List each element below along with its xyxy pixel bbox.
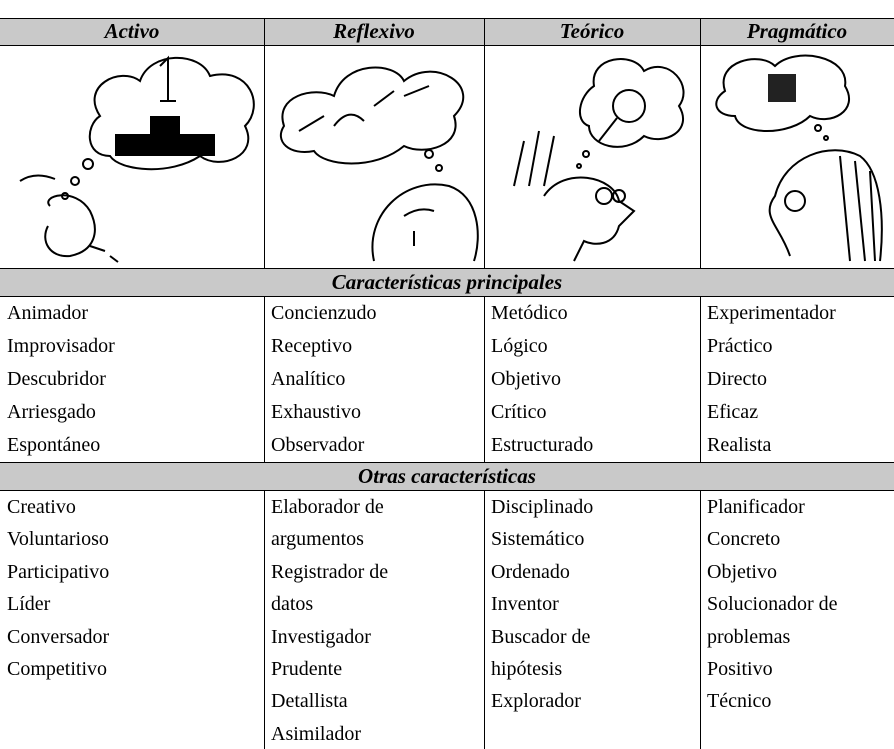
cell-text: Lógico: [491, 335, 548, 357]
cell-text: Crítico: [491, 401, 547, 423]
cell-text: Inventor: [491, 593, 559, 616]
cell-text: Directo: [707, 368, 767, 390]
cell-text: problemas: [707, 625, 791, 648]
cell-text: Elaborador de: [271, 496, 384, 518]
column-rule: [484, 18, 485, 268]
cell-text: Animador: [7, 302, 89, 324]
cell-text: Exhaustivo: [271, 401, 361, 423]
rule: [0, 296, 894, 297]
column-rule: [700, 18, 701, 268]
section-band: [0, 268, 894, 296]
cell-text: Técnico: [707, 690, 772, 713]
column-header: Activo: [104, 19, 160, 43]
cell-text: hipótesis: [491, 658, 563, 680]
cell-text: Eficaz: [707, 401, 759, 423]
cell-text: Ordenado: [491, 560, 570, 583]
cell-text: Descubridor: [7, 368, 106, 390]
cell-text: Observador: [271, 434, 365, 456]
cell-text: Sistemático: [491, 528, 585, 551]
cell-text: Competitivo: [7, 658, 107, 680]
cell-text: Arriesgado: [7, 401, 96, 423]
cell-text: Explorador: [491, 690, 581, 713]
cell-text: Planificador: [707, 496, 805, 518]
cell-text: Prudente: [271, 658, 343, 680]
column-header: Teórico: [559, 19, 625, 43]
teorico-sketch: [513, 58, 685, 262]
rule: [0, 268, 894, 269]
cell-text: Registrador de: [271, 560, 389, 583]
cell-text: datos: [271, 593, 314, 616]
rule: [0, 45, 894, 46]
cell-text: Positivo: [707, 658, 773, 680]
section-band: [0, 462, 894, 490]
section-title: Características principales: [331, 270, 563, 294]
cell-text: Concienzudo: [271, 302, 377, 324]
cell-text: Realista: [707, 434, 772, 456]
cell-text: Conversador: [7, 625, 110, 648]
column-rule: [264, 490, 265, 749]
cell-text: Investigador: [271, 625, 371, 648]
cell-text: argumentos: [271, 528, 364, 551]
cell-text: Concreto: [707, 528, 781, 551]
cell-text: Receptivo: [271, 335, 353, 357]
cell-text: Buscador de: [491, 625, 591, 648]
cell-text: Solucionador de: [707, 593, 838, 616]
cell-text: Improvisador: [7, 335, 115, 357]
rule: [0, 18, 894, 19]
column-rule: [700, 490, 701, 749]
cell-text: Participativo: [7, 560, 110, 583]
activo-sketch: [19, 55, 255, 263]
column-rule: [700, 296, 701, 462]
reflexivo-sketch: [279, 66, 479, 262]
pragmatico-sketch: [715, 54, 883, 262]
cell-text: Creativo: [7, 496, 76, 518]
section-title: Otras características: [358, 464, 536, 488]
rule: [0, 462, 894, 463]
column-header: Pragmático: [746, 19, 848, 43]
cell-text: Analítico: [271, 368, 346, 390]
cell-text: Objetivo: [491, 368, 561, 390]
cell-text: Líder: [7, 593, 51, 616]
rule: [0, 490, 894, 491]
column-header: Reflexivo: [333, 19, 415, 43]
column-rule: [484, 296, 485, 462]
cell-text: Detallista: [271, 690, 348, 713]
cell-text: Asimilador: [271, 722, 361, 745]
cell-text: Metódico: [491, 302, 568, 324]
column-rule: [264, 296, 265, 462]
cell-text: Espontáneo: [7, 434, 101, 456]
header-band: [0, 18, 894, 46]
cell-text: Estructurado: [491, 434, 594, 456]
cell-text: Experimentador: [707, 302, 836, 324]
cell-text: Práctico: [707, 335, 773, 357]
column-rule: [484, 490, 485, 749]
cell-text: Voluntarioso: [7, 528, 109, 551]
cell-text: Disciplinado: [491, 496, 594, 518]
column-rule: [264, 18, 265, 268]
cell-text: Objetivo: [707, 560, 777, 583]
